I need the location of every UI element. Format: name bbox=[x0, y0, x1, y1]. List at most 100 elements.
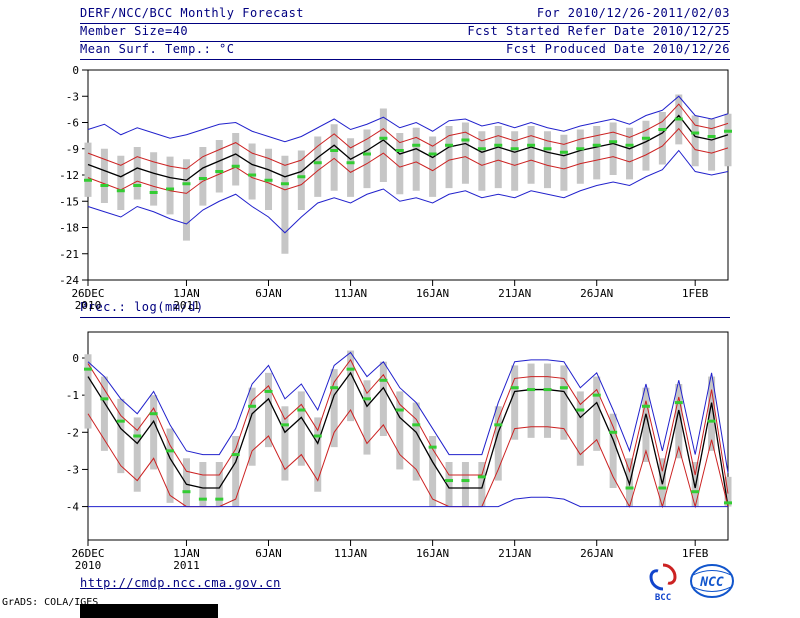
range-bar bbox=[494, 406, 502, 481]
y-tick-label: -15 bbox=[59, 195, 79, 208]
upper-quartile-line-path bbox=[87, 358, 729, 494]
ncc-logo-label: NCC bbox=[699, 575, 724, 590]
source-url-link[interactable]: http://cmdp.ncc.cma.gov.cn bbox=[80, 576, 281, 590]
range-bar bbox=[133, 147, 141, 200]
range-bar bbox=[543, 131, 551, 189]
y-tick-label: 0 bbox=[72, 352, 79, 365]
ensemble-max-line bbox=[87, 351, 729, 474]
ensemble-spread-bars bbox=[84, 350, 732, 507]
x-tick-label: 1JAN bbox=[173, 287, 200, 300]
range-bar bbox=[133, 417, 141, 492]
range-bar bbox=[297, 150, 305, 210]
x-tick-label: 26DEC bbox=[71, 547, 104, 560]
range-bar bbox=[166, 428, 174, 503]
range-bar bbox=[363, 129, 371, 189]
header-row-2: Member Size=40 Fcst Started Refer Date 2… bbox=[80, 24, 730, 42]
chart-main-title: DERF/NCC/BCC Monthly Forecast bbox=[80, 6, 305, 20]
x-tick-label: 26JAN bbox=[580, 547, 613, 560]
range-bar bbox=[265, 372, 273, 448]
ensemble-max-line-path bbox=[87, 351, 729, 474]
range-bar bbox=[248, 143, 256, 200]
x-tick-label: 16JAN bbox=[416, 547, 449, 560]
y-tick-label: -18 bbox=[59, 222, 79, 235]
range-bar bbox=[708, 376, 716, 451]
x-tick-label: 16JAN bbox=[416, 287, 449, 300]
x-tick-sublabel: 2010 bbox=[75, 559, 102, 572]
range-bar bbox=[494, 126, 502, 189]
range-bar bbox=[560, 365, 568, 440]
range-bar bbox=[117, 155, 125, 210]
y-tick-label: -12 bbox=[59, 169, 79, 182]
ensemble-max-line bbox=[87, 95, 729, 143]
range-bar bbox=[347, 138, 355, 197]
x-tick-label: 11JAN bbox=[334, 547, 367, 560]
green-dash-markers bbox=[84, 367, 732, 505]
y-tick-label: -9 bbox=[66, 143, 79, 156]
green-dash-markers bbox=[84, 117, 732, 194]
range-bar bbox=[117, 398, 125, 474]
x-tick-sublabel: 2011 bbox=[173, 559, 200, 572]
range-bar bbox=[182, 159, 190, 241]
fcst-refer-date: Fcst Started Refer Date 2010/12/25 bbox=[467, 24, 730, 38]
x-tick-label: 21JAN bbox=[498, 287, 531, 300]
bcc-logo-red-swirl bbox=[662, 563, 677, 585]
x-tick-label: 1FEB bbox=[682, 287, 709, 300]
range-bar bbox=[100, 148, 108, 203]
range-bar bbox=[708, 119, 716, 171]
range-bar bbox=[297, 391, 305, 466]
range-bar bbox=[199, 462, 207, 507]
header-row-3: Mean Surf. Temp.: °C Fcst Produced Date … bbox=[80, 42, 730, 60]
y-tick-label: 0 bbox=[72, 64, 79, 77]
range-bar bbox=[593, 376, 601, 451]
range-bar bbox=[281, 155, 289, 254]
range-bar bbox=[576, 391, 584, 466]
grads-credit: GrADS: COLA/IGES bbox=[2, 597, 99, 608]
range-bar bbox=[511, 365, 519, 440]
range-bar bbox=[461, 122, 469, 184]
x-tick-label: 26DEC bbox=[71, 287, 104, 300]
ncc-logo-arc-bottom bbox=[692, 586, 732, 592]
bcc-logo: BCC bbox=[649, 563, 677, 602]
ensemble-mean-line bbox=[87, 371, 729, 507]
range-bar bbox=[478, 131, 486, 191]
lower-quartile-line-path bbox=[87, 127, 729, 194]
ensemble-max-line-path bbox=[87, 95, 729, 143]
upper-quartile-line bbox=[87, 358, 729, 494]
upper-quartile-line bbox=[87, 103, 729, 170]
upper-quartile-line-path bbox=[87, 103, 729, 170]
range-bar bbox=[330, 124, 338, 191]
range-bar bbox=[675, 384, 683, 459]
range-bar bbox=[314, 136, 322, 197]
y-tick-label: -2 bbox=[66, 426, 79, 439]
range-bar bbox=[593, 126, 601, 180]
member-size-label: Member Size=40 bbox=[80, 24, 189, 38]
range-bar bbox=[658, 112, 666, 165]
range-bar bbox=[609, 413, 617, 488]
range-bar bbox=[379, 361, 387, 436]
y-tick-label: -3 bbox=[66, 90, 79, 103]
range-bar bbox=[215, 462, 223, 507]
bcc-logo-label: BCC bbox=[655, 593, 671, 602]
ncc-logo-globe bbox=[690, 564, 734, 598]
x-tick-label: 21JAN bbox=[498, 547, 531, 560]
y-tick-label: -4 bbox=[66, 501, 80, 514]
range-bar bbox=[232, 436, 240, 507]
y-tick-label: -21 bbox=[59, 248, 79, 261]
x-tick-sublabel: 2011 bbox=[173, 299, 200, 312]
y-tick-label: -24 bbox=[59, 274, 79, 287]
range-bar bbox=[150, 395, 158, 470]
fcst-produced-date: Fcst Produced Date 2010/12/26 bbox=[505, 42, 730, 56]
range-bar bbox=[84, 354, 92, 429]
range-bar bbox=[527, 126, 535, 184]
ensemble-mean-line-path bbox=[87, 371, 729, 507]
range-bar bbox=[166, 156, 174, 215]
range-bar bbox=[215, 140, 223, 193]
range-bar bbox=[396, 133, 404, 195]
range-bar bbox=[182, 458, 190, 507]
range-bar bbox=[543, 363, 551, 438]
range-bar bbox=[642, 120, 650, 171]
